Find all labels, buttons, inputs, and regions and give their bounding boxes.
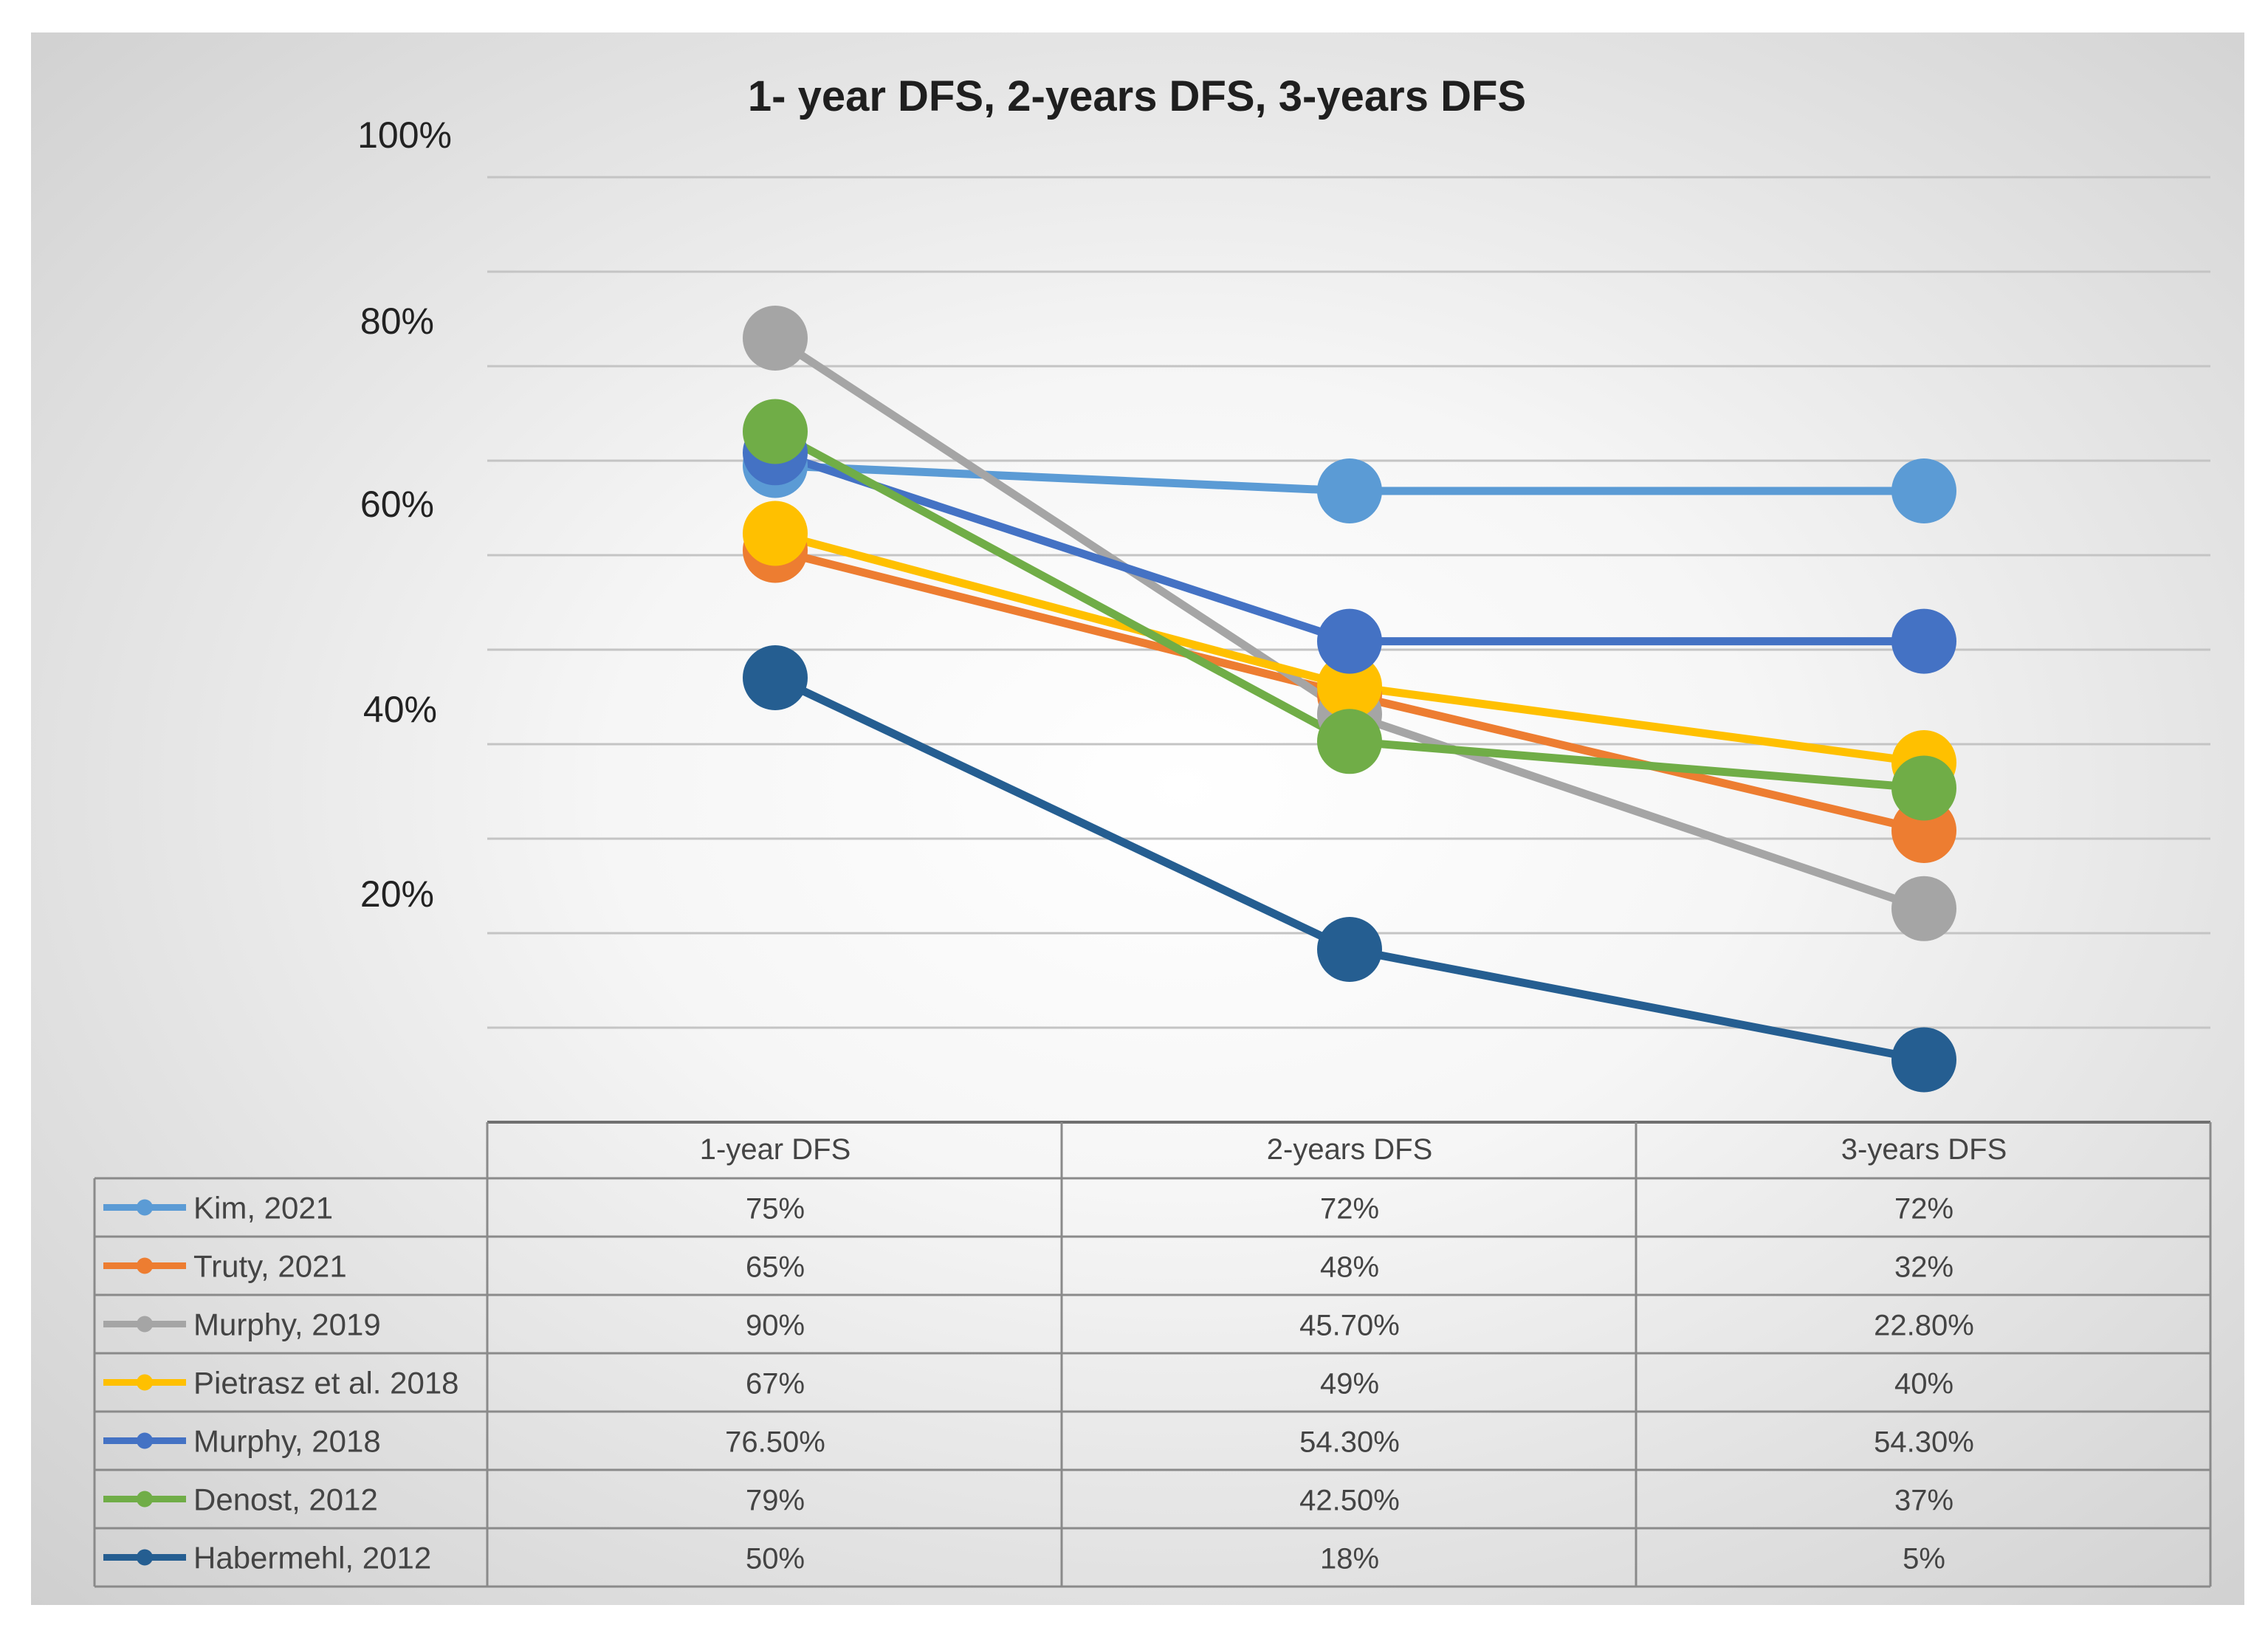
data-point — [743, 306, 808, 371]
data-label: 50% — [746, 1543, 805, 1575]
y-tick-label: 60% — [360, 484, 434, 525]
chart-title: 1- year DFS, 2-years DFS, 3-years DFS — [748, 72, 1526, 120]
data-label: 42.50% — [1299, 1485, 1400, 1517]
legend-label: Murphy, 2018 — [193, 1424, 381, 1459]
data-label: 76.50% — [725, 1426, 825, 1459]
x-category-label: 2-years DFS — [1267, 1133, 1433, 1166]
y-tick-label: 20% — [360, 873, 434, 915]
legend-label: Kim, 2021 — [193, 1191, 333, 1226]
data-point — [1891, 608, 1956, 674]
data-label: 54.30% — [1874, 1426, 1974, 1459]
legend-key-marker — [137, 1491, 153, 1508]
legend-label: Truty, 2021 — [193, 1249, 347, 1284]
legend-key-marker — [137, 1432, 153, 1449]
data-point — [1891, 1027, 1956, 1093]
data-label: 40% — [1894, 1368, 1953, 1400]
data-label: 48% — [1320, 1251, 1379, 1284]
data-label: 67% — [746, 1368, 805, 1400]
data-label: 54.30% — [1299, 1426, 1400, 1459]
data-label: 18% — [1320, 1543, 1379, 1575]
data-point — [1891, 876, 1956, 941]
data-label: 65% — [746, 1251, 805, 1284]
data-label: 90% — [746, 1310, 805, 1342]
legend-key-marker — [137, 1316, 153, 1333]
data-label: 49% — [1320, 1368, 1379, 1400]
legend-label: Habermehl, 2012 — [193, 1541, 431, 1575]
data-point — [1317, 917, 1382, 982]
data-label: 72% — [1320, 1193, 1379, 1226]
data-point — [1891, 755, 1956, 821]
data-point — [743, 645, 808, 710]
legend-label: Denost, 2012 — [193, 1482, 378, 1517]
legend-key-marker — [137, 1199, 153, 1216]
data-point — [1891, 458, 1956, 523]
data-label: 37% — [1894, 1485, 1953, 1517]
data-point — [743, 501, 808, 566]
data-label: 45.70% — [1299, 1310, 1400, 1342]
legend-key-marker — [137, 1257, 153, 1274]
legend-key-marker — [137, 1374, 153, 1391]
y-tick-label: 100% — [357, 114, 452, 156]
legend-label: Pietrasz et al. 2018 — [193, 1366, 459, 1400]
data-label: 79% — [746, 1485, 805, 1517]
y-tick-label: 40% — [363, 689, 437, 730]
x-category-label: 3-years DFS — [1841, 1133, 2007, 1166]
data-point — [1317, 608, 1382, 674]
x-category-label: 1-year DFS — [700, 1133, 851, 1166]
data-label: 22.80% — [1874, 1310, 1974, 1342]
data-label: 5% — [1903, 1543, 1945, 1575]
data-label: 32% — [1894, 1251, 1953, 1284]
data-point — [1317, 458, 1382, 523]
data-point — [1317, 653, 1382, 719]
legend-key-marker — [137, 1549, 153, 1566]
data-point — [1317, 709, 1382, 774]
data-point — [743, 399, 808, 464]
data-label: 72% — [1894, 1193, 1953, 1226]
data-label: 75% — [746, 1193, 805, 1226]
y-tick-label: 80% — [360, 300, 434, 342]
legend-label: Murphy, 2019 — [193, 1307, 381, 1342]
